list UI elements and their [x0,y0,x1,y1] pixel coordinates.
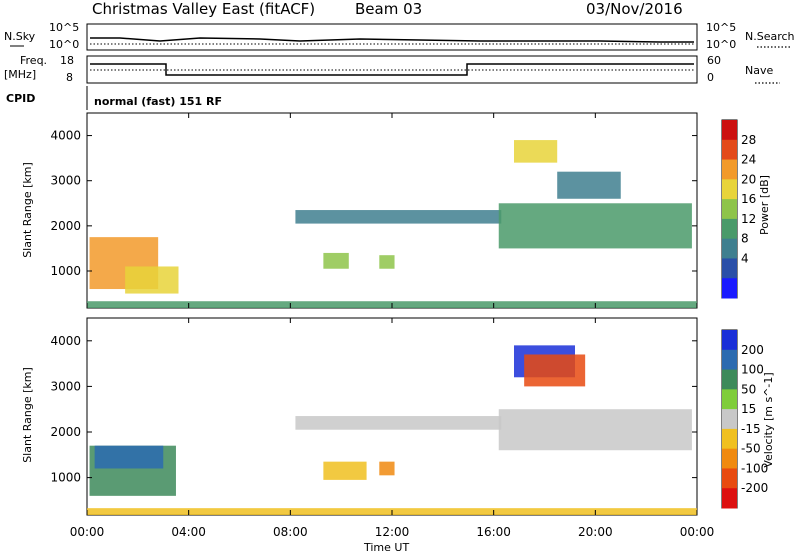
power-y-tick-label-0: 1000 [50,264,81,278]
freq-label-line2: [MHz] [4,68,36,81]
velocity-colorbar: Velocity [m s^-1] 200 100 50 15 -15 -50 -100 -2… [721,329,775,509]
power-y-tick-label-2: 3000 [50,174,81,188]
velocity-colorbar-band-4 [722,409,737,430]
power-panel: Slant Range [km] 1000 2000 3000 4000 [21,112,698,309]
velocity-colorbar-tick-5: -50 [741,442,761,456]
velocity-colorbar-band-0 [722,330,737,351]
power-colorbar-tick-4: 12 [741,212,756,226]
power-colorbar-band-0 [722,120,737,141]
velocity-colorbar-tick-7: -200 [741,481,768,495]
velocity-echo-region-7 [524,354,586,387]
cpid-label: CPID [6,92,35,105]
date-label: 03/Nov/2016 [586,0,683,18]
velocity-colorbar-tick-4: -15 [741,422,761,436]
power-colorbar-band-7 [722,258,737,279]
power-colorbar-band-6 [722,238,737,259]
velocity-colorbar-band-8 [722,488,737,509]
velocity-echo-region-1 [94,445,164,469]
power-echo-region-5 [498,203,692,249]
power-echo-region-3 [323,252,349,269]
velocity-echo-region-2 [295,416,502,430]
n-sky-trace [90,37,694,43]
power-colorbar-band-3 [722,179,737,200]
freq-panel-frame [86,55,698,84]
velocity-colorbar-tick-0: 200 [741,343,764,357]
power-colorbar-band-4 [722,199,737,220]
noise-tick-low-right: 10^0 [706,38,736,51]
x-tick-label-2: 08:00 [273,525,308,539]
freq-tick-low: 8 [66,71,73,84]
velocity-colorbar-band-7 [722,468,737,489]
x-tick-label-5: 20:00 [578,525,613,539]
noise-tick-low-left: 10^0 [49,38,79,51]
n-search-label: N.Search [745,30,795,43]
velocity-y-tick-label-2: 3000 [50,379,81,393]
velocity-colorbar-tick-6: -100 [741,461,768,475]
velocity-colorbar-tick-3: 15 [741,402,756,416]
power-echo-region-7 [557,171,621,199]
velocity-y-axis-label: Slant Range [km] [21,367,34,463]
velocity-colorbar-band-6 [722,448,737,469]
velocity-colorbar-label: Velocity [m s^-1] [762,372,775,467]
power-colorbar-tick-5: 8 [741,232,749,246]
power-colorbar-label: Power [dB] [758,175,771,235]
velocity-colorbar-tick-2: 50 [741,382,756,396]
power-colorbar-tick-2: 20 [741,172,756,186]
power-colorbar-tick-0: 28 [741,133,756,147]
nave-label: Nave [745,64,773,77]
cpid-value: normal (fast) 151 RF [94,95,222,108]
n-sky-label: N.Sky [4,30,36,43]
power-echo-region-1 [125,266,179,294]
velocity-echo-region-4 [379,461,395,476]
nave-tick-high: 60 [707,54,721,67]
velocity-colorbar-band-1 [722,349,737,371]
noise-panel-frame [86,23,698,51]
x-tick-label-3: 12:00 [375,525,410,539]
freq-label-line1: Freq. [20,54,47,67]
power-echo-region-6 [514,140,558,163]
velocity-colorbar-tick-1: 100 [741,363,764,377]
power-y-axis-label: Slant Range [km] [21,162,34,258]
velocity-echo-region-5 [498,409,692,451]
velocity-y-tick-label-1: 2000 [50,425,81,439]
velocity-colorbar-band-2 [722,369,737,390]
velocity-echo-region-3 [323,461,367,480]
power-colorbar: Power [dB] 28 24 20 16 12 8 4 [721,119,771,299]
velocity-y-tick-label-0: 1000 [50,471,81,485]
x-tick-label-0: 00:00 [70,525,105,539]
beam-label: Beam 03 [355,0,422,18]
power-echo-region-4 [379,255,395,269]
x-axis-label: Time UT [363,541,409,554]
power-echo-region-2 [295,210,502,224]
power-y-tick-label-3: 4000 [50,129,81,143]
power-colorbar-band-2 [722,159,737,180]
power-y-tick-label-1: 2000 [50,219,81,233]
noise-tick-high-left: 10^5 [49,21,79,34]
freq-tick-high: 18 [60,54,74,67]
freq-trace [90,63,694,76]
nave-tick-low: 0 [707,71,714,84]
x-tick-label-1: 04:00 [171,525,206,539]
power-colorbar-band-1 [722,139,737,161]
x-tick-label-6: 00:00 [680,525,715,539]
station-title: Christmas Valley East (fitACF) [92,0,315,18]
power-colorbar-tick-1: 24 [741,153,756,167]
velocity-colorbar-band-3 [722,389,737,410]
power-colorbar-tick-3: 16 [741,192,756,206]
x-tick-label-4: 16:00 [476,525,511,539]
noise-tick-high-right: 10^5 [706,21,736,34]
power-colorbar-band-5 [722,218,737,240]
power-colorbar-band-8 [722,278,737,299]
velocity-colorbar-band-5 [722,428,737,450]
velocity-panel: Slant Range [km] 1000 2000 3000 4000 [21,317,698,516]
power-colorbar-tick-6: 4 [741,251,749,265]
velocity-y-tick-label-3: 4000 [50,334,81,348]
